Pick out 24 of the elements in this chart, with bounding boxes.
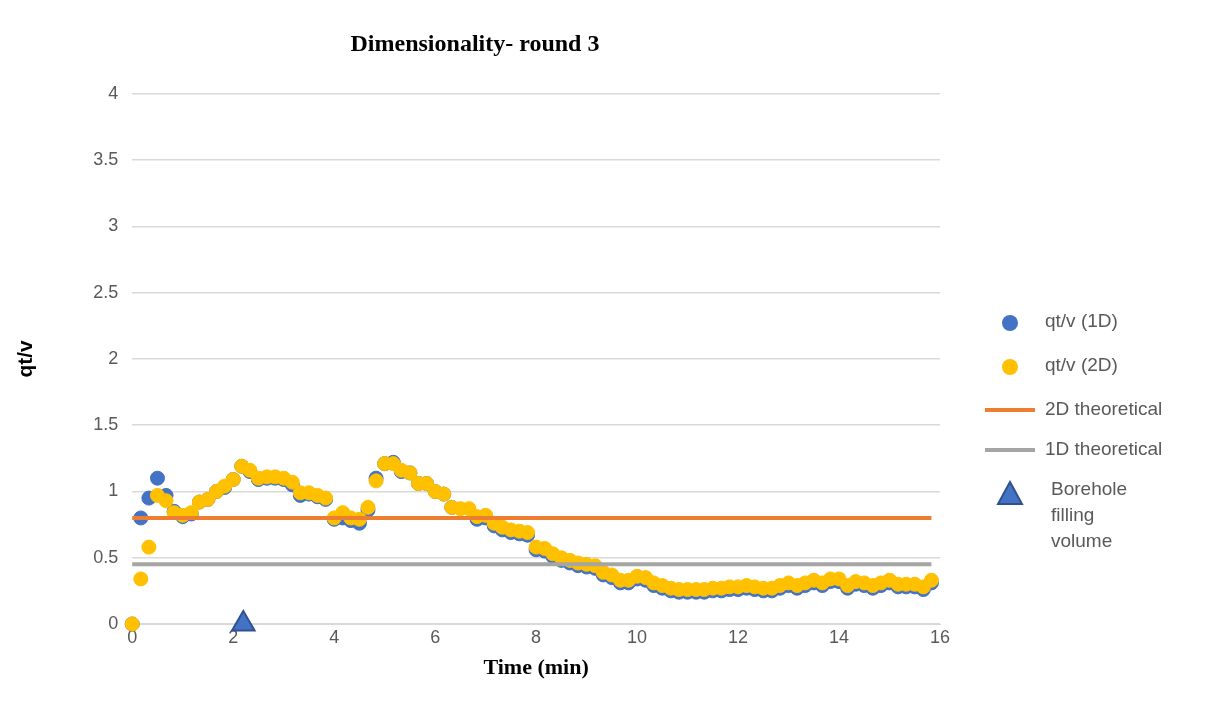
chart-title: Dimensionality- round 3 — [350, 29, 600, 56]
legend-label: qt/v (1D) — [1045, 309, 1118, 333]
y-tick-label: 2 — [108, 347, 119, 368]
legend-label: 1D theoretical — [1045, 437, 1163, 461]
x-tick-label: 6 — [430, 626, 441, 647]
x-tick-label: 16 — [929, 626, 951, 647]
x-tick-label: 12 — [728, 626, 749, 647]
y-axis-title: qt/v — [13, 339, 37, 378]
y-tick-label: 4 — [108, 82, 119, 103]
y-tick-label: 1 — [108, 480, 119, 501]
y-tick-label: 1.5 — [93, 414, 119, 435]
legend-label: Borehole filling volume — [1051, 477, 1129, 553]
x-tick-label: 8 — [531, 626, 542, 647]
y-tick-label: 0.5 — [93, 546, 119, 567]
y-tick-label: 3.5 — [93, 149, 119, 170]
legend-label: qt/v (2D) — [1045, 353, 1118, 377]
y-tick-label: 2.5 — [93, 281, 119, 302]
legend-label: 2D theoretical — [1045, 397, 1163, 421]
x-tick-label: 14 — [829, 626, 850, 647]
x-axis-title: Time (min) — [483, 654, 589, 680]
x-tick-label: 4 — [329, 626, 340, 647]
y-tick-label: 3 — [108, 215, 119, 236]
x-tick-label: 10 — [627, 626, 648, 647]
y-tick-label: 0 — [108, 612, 119, 633]
